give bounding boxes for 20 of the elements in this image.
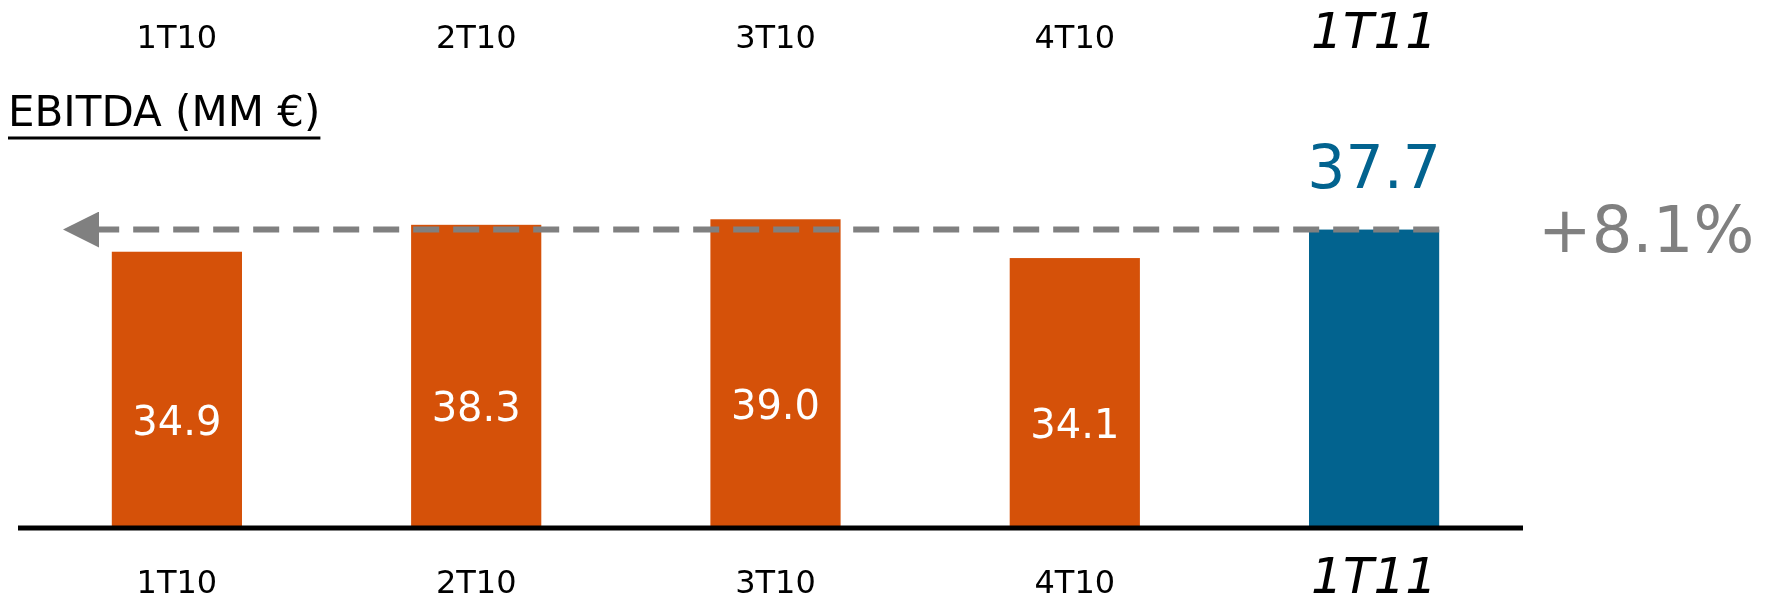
bar — [1309, 229, 1440, 528]
text: +8.1% — [1538, 192, 1755, 267]
bar — [1009, 258, 1140, 528]
bar — [111, 251, 242, 528]
chart-title: EBITDA (MM €) — [8, 87, 321, 136]
category-label: 2T10 — [435, 563, 517, 601]
x-tick-label: 2T10 — [435, 18, 517, 56]
data-label: 38.3 — [431, 384, 521, 431]
data-label: 37.7 — [1307, 131, 1441, 202]
x-tick-label: 4T10 — [1034, 18, 1116, 56]
bar — [411, 224, 542, 528]
data-label: 34.9 — [132, 397, 222, 444]
x-tick-label: 3T10 — [735, 18, 816, 56]
category-label: 4T10 — [1034, 563, 1116, 601]
category-label: 3T10 — [735, 563, 816, 601]
data-label: 34.1 — [1030, 401, 1120, 448]
x-tick-label: 1T10 — [136, 18, 218, 56]
bar — [710, 219, 841, 528]
data-label: 39.0 — [730, 381, 821, 428]
category-label: 1T10 — [136, 563, 218, 601]
